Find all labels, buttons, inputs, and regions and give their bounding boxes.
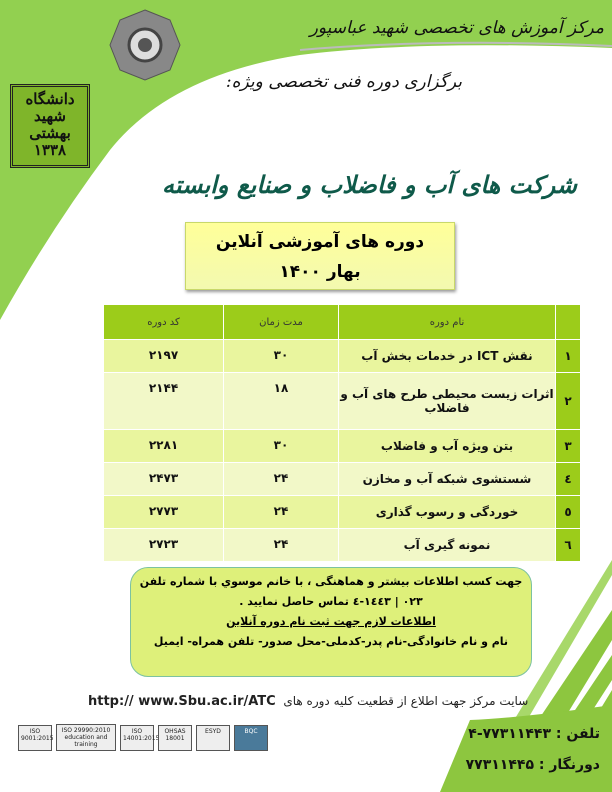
table-row: ٤ شستشوی شبکه آب و مخازن ۲۴ ۲۴۷۳ (103, 462, 581, 496)
table-row: ٦ نمونه گیری آب ۲۴ ۲۷۲۳ (103, 528, 581, 562)
row-number: ٤ (555, 462, 581, 496)
course-code: ۲۱۹۷ (103, 339, 224, 373)
table-row: ۱ نقش ICT در خدمات بخش آب ۳۰ ۲۱۹۷ (103, 339, 581, 373)
course-code: ۲۲۸۱ (103, 429, 224, 463)
course-name: خوردگی و رسوب گذاری (338, 495, 556, 529)
header-duration: مدت زمان (223, 304, 339, 340)
row-number: ٥ (555, 495, 581, 529)
subtitle: برگزاری دوره فنی تخصصی ویژه: (225, 72, 462, 92)
header-band (0, 0, 612, 320)
title-line-1: دوره های آموزشی آنلاین (215, 232, 425, 252)
center-name: مرکز آموزش های تخصصی شهید عباسپور (309, 18, 604, 38)
header-code: کد دوره (103, 304, 224, 340)
course-name: اثرات زیست محیطی طرح های آب و فاضلاب (338, 372, 556, 430)
course-code: ۲۷۲۳ (103, 528, 224, 562)
certification-logos: ISO 9001:2015 ISO 29990:2010 education an… (18, 724, 268, 751)
course-duration: ۳۰ (223, 429, 339, 463)
info-box: جهت کسب اطلاعات بیشتر و هماهنگی ، با خان… (130, 567, 532, 677)
info-line-1: جهت کسب اطلاعات بیشتر و هماهنگی ، با خان… (139, 575, 523, 588)
phone-number: تلفن : ۷۷۳۱۱۴۴۳-۴ (468, 726, 600, 742)
cert-logo: ISO 29990:2010 education and training (56, 724, 116, 751)
course-code: ۲۷۷۳ (103, 495, 224, 529)
site-text: سایت مرکز جهت اطلاع از قطعیت کلیه دوره ه… (283, 694, 529, 708)
row-number: ٦ (555, 528, 581, 562)
title-box: دوره های آموزشی آنلاین بهار ۱۴۰۰ (185, 222, 455, 290)
title-line-2: بهار ۱۴۰۰ (279, 262, 361, 282)
course-code: ۲۱۴۴ (103, 372, 224, 430)
info-line-2: ۰۲۳ | ۱٤٤۳-٤ تماس حاصل نمایید . (239, 595, 423, 608)
row-number: ۳ (555, 429, 581, 463)
table-row: ۳ بتن ویژه آب و فاضلاب ۳۰ ۲۲۸۱ (103, 429, 581, 463)
table-row: ۲ اثرات زیست محیطی طرح های آب و فاضلاب ۱۸ ۲… (103, 372, 581, 430)
course-duration: ۲۴ (223, 495, 339, 529)
course-table: نام دوره مدت زمان کد دوره ۱ نقش ICT در خد… (103, 304, 581, 562)
row-number: ۱ (555, 339, 581, 373)
course-duration: ۲۴ (223, 528, 339, 562)
header-name: نام دوره (338, 304, 556, 340)
info-line-4: نام و نام خانوادگی-نام پدر-کدملی-محل صدو… (153, 635, 509, 648)
university-logo: دانشگاه شهید بهشتی ۱۳۳۸ (10, 84, 90, 168)
course-name: نقش ICT در خدمات بخش آب (338, 339, 556, 373)
course-duration: ۱۸ (223, 372, 339, 430)
course-name: نمونه گیری آب (338, 528, 556, 562)
cert-logo: ISO 14001:2015 (120, 724, 159, 751)
course-duration: ۲۴ (223, 462, 339, 496)
course-duration: ۳۰ (223, 339, 339, 373)
course-name: شستشوی شبکه آب و مخازن (338, 462, 556, 496)
cert-logo: OHSAS 18001 (158, 724, 192, 751)
cert-logo: BQC (234, 724, 268, 751)
site-line: http:// www.Sbu.ac.ir/ATC سایت مرکز جهت … (88, 694, 528, 709)
site-url-link[interactable]: http:// www.Sbu.ac.ir/ATC (88, 694, 276, 709)
table-header-row: نام دوره مدت زمان کد دوره (103, 304, 581, 340)
row-number: ۲ (555, 372, 581, 430)
table-row: ٥ خوردگی و رسوب گذاری ۲۴ ۲۷۷۳ (103, 495, 581, 529)
header-num (555, 304, 581, 340)
center-logo (109, 9, 181, 81)
fax-number: دورنگار : ۷۷۳۱۱۴۴۵ (465, 757, 600, 773)
course-name: بتن ویژه آب و فاضلاب (338, 429, 556, 463)
cert-logo: ISO 9001:2015 (18, 724, 54, 751)
info-line-3: اطلاعات لازم جهت ثبت نام دوره آنلاین (226, 615, 436, 628)
phone-band (440, 705, 612, 792)
main-title: شرکت های آب و فاضلاب و صنایع وابسته (162, 170, 577, 199)
course-code: ۲۴۷۳ (103, 462, 224, 496)
cert-logo: ESYD (196, 724, 230, 751)
